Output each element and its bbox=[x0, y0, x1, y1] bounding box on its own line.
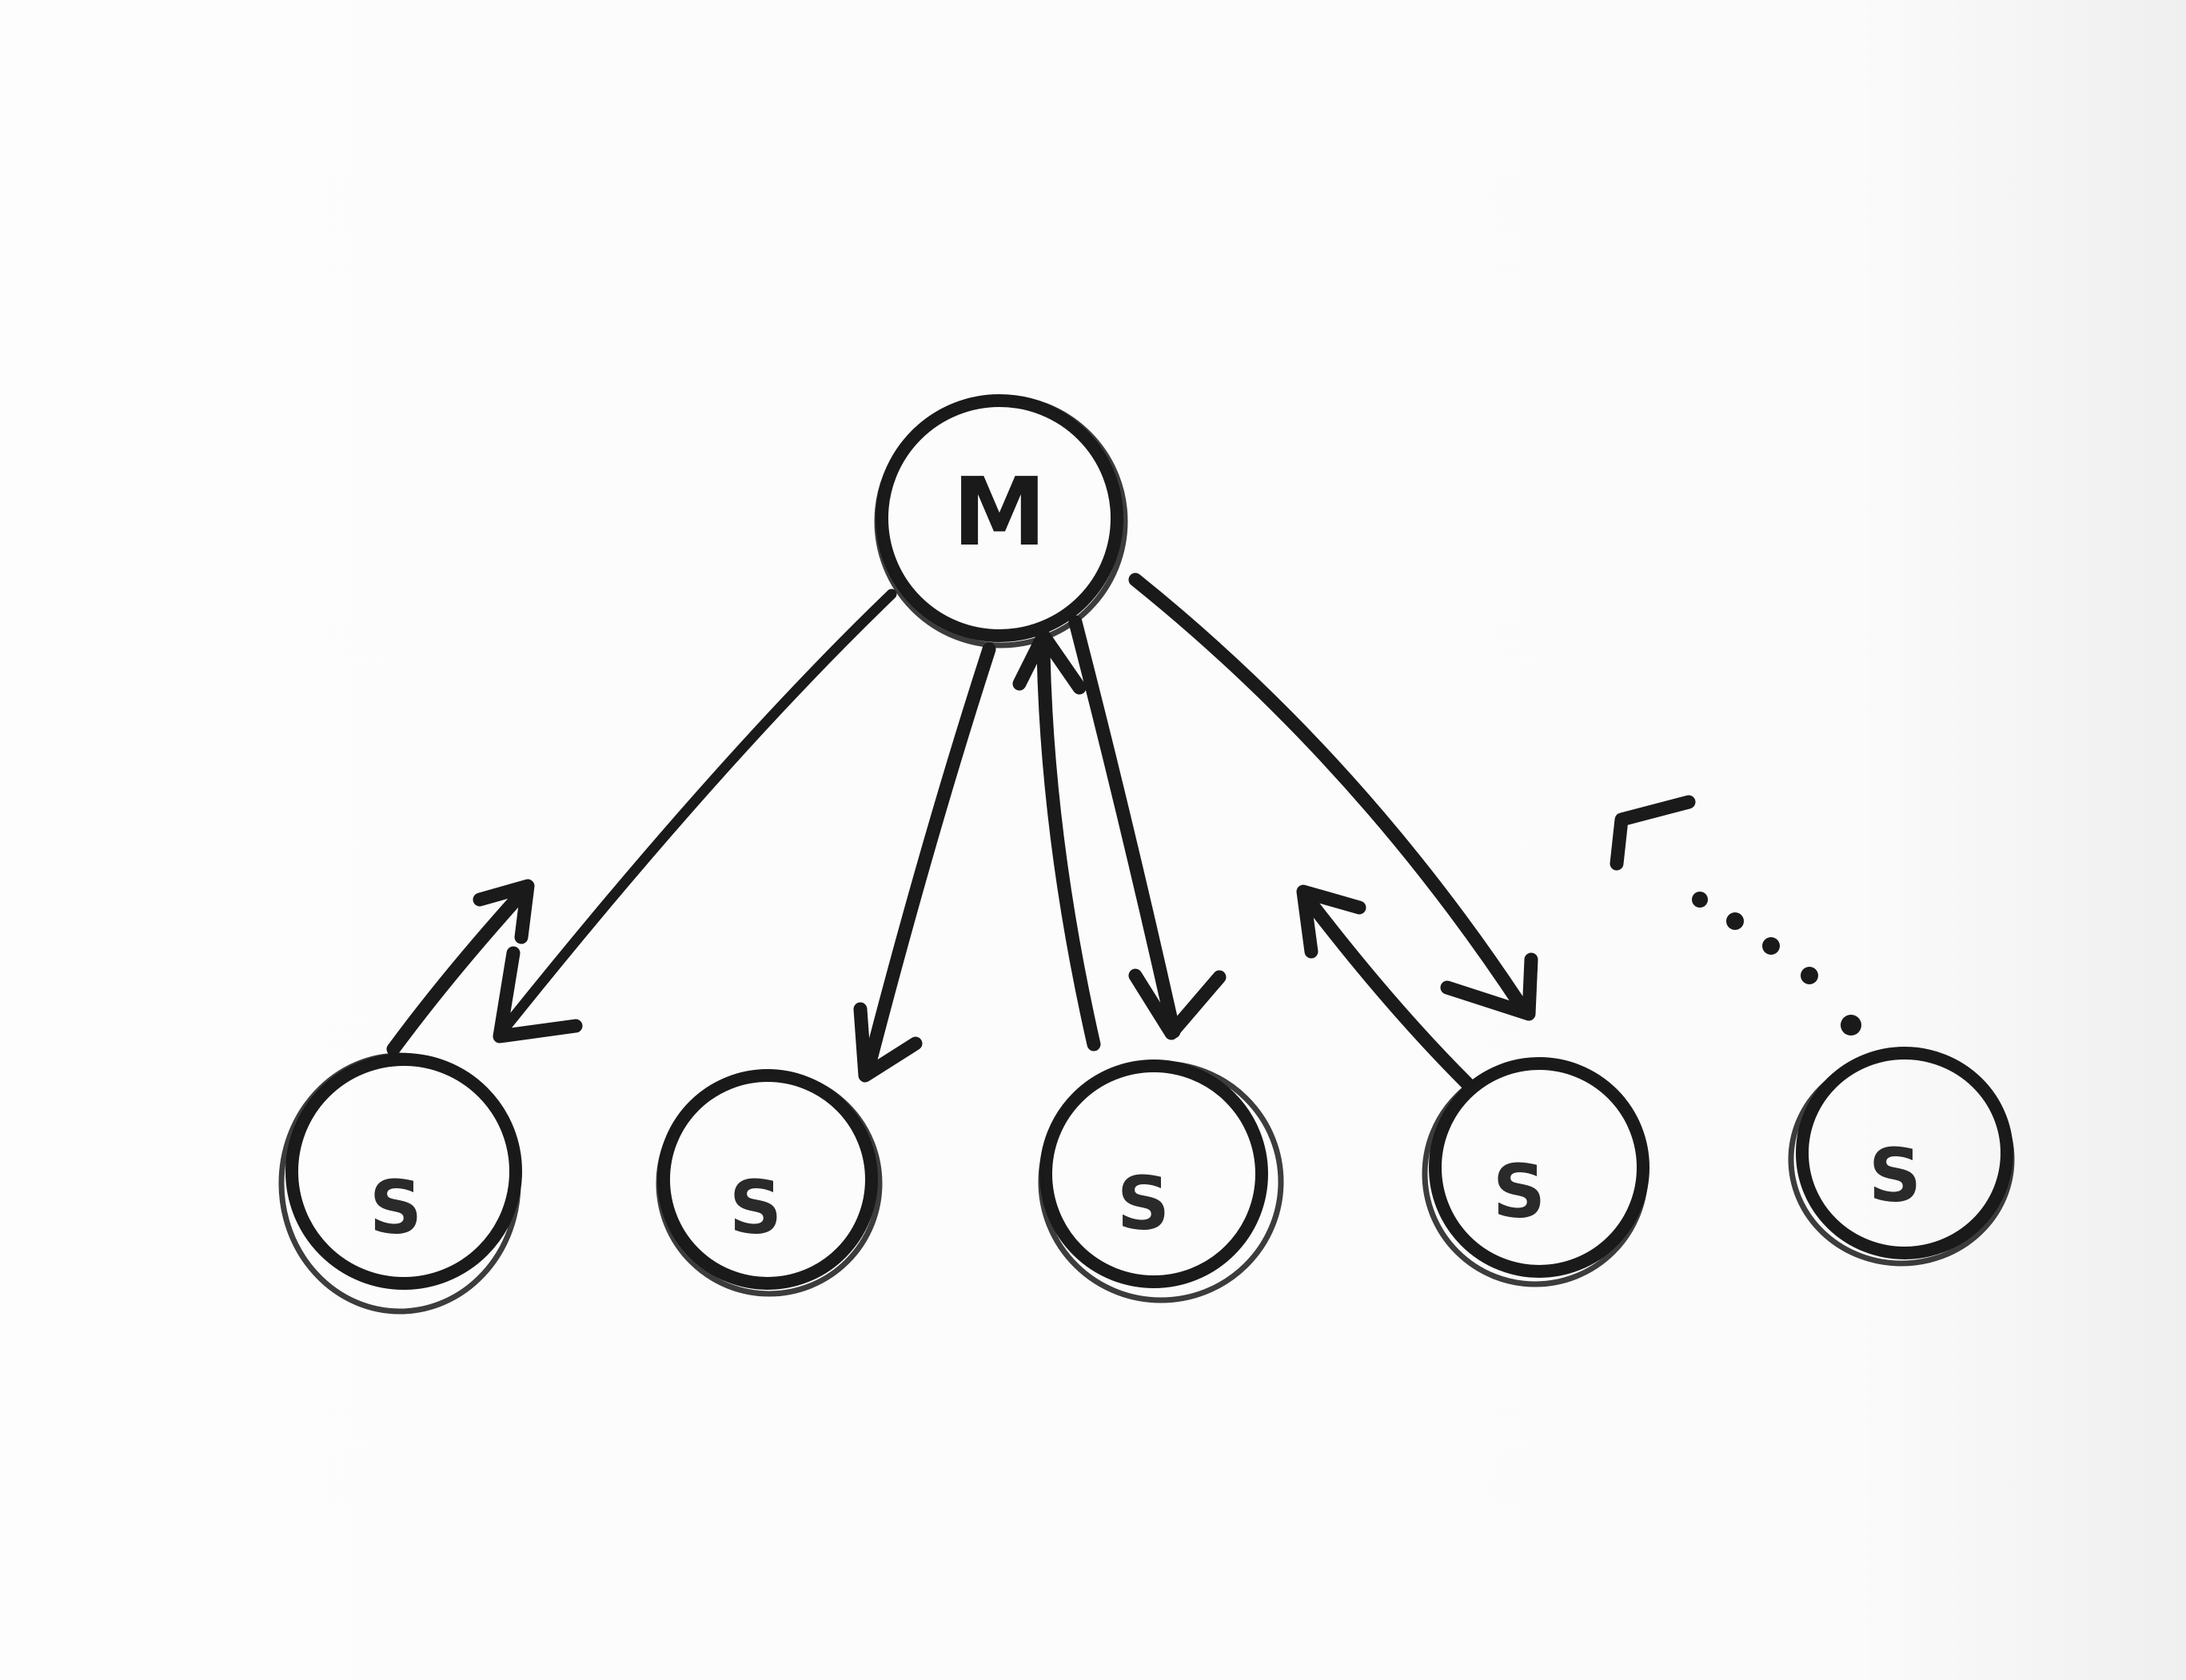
slave-node-label: S bbox=[1117, 1161, 1170, 1247]
edge-slave-1-to-master bbox=[386, 879, 535, 1056]
slave-node-label: S bbox=[729, 1165, 782, 1251]
slave-node-label: S bbox=[1493, 1149, 1546, 1235]
edge-master-to-slave-1 bbox=[493, 589, 897, 1044]
slave-node-2: S bbox=[656, 1069, 883, 1297]
edge-slave-4-to-master bbox=[1296, 884, 1474, 1091]
master-node: M bbox=[874, 394, 1128, 648]
slave-node-4: S bbox=[1422, 1057, 1649, 1287]
slave-node-label: S bbox=[369, 1165, 422, 1251]
edge-slave-5-to-master bbox=[1610, 795, 1861, 1036]
slave-node-1: S bbox=[278, 1052, 522, 1315]
slave-node-5: S bbox=[1788, 1047, 2015, 1267]
edge-master-to-slave-2 bbox=[853, 642, 996, 1083]
edge-master-to-slave-4 bbox=[1128, 573, 1538, 1021]
master-node-label: M bbox=[952, 457, 1046, 567]
slave-node-label: S bbox=[1869, 1133, 1921, 1219]
slave-node-3: S bbox=[1038, 1059, 1284, 1303]
edges bbox=[386, 573, 1861, 1091]
edge-master-to-slave-3 bbox=[1068, 615, 1227, 1040]
